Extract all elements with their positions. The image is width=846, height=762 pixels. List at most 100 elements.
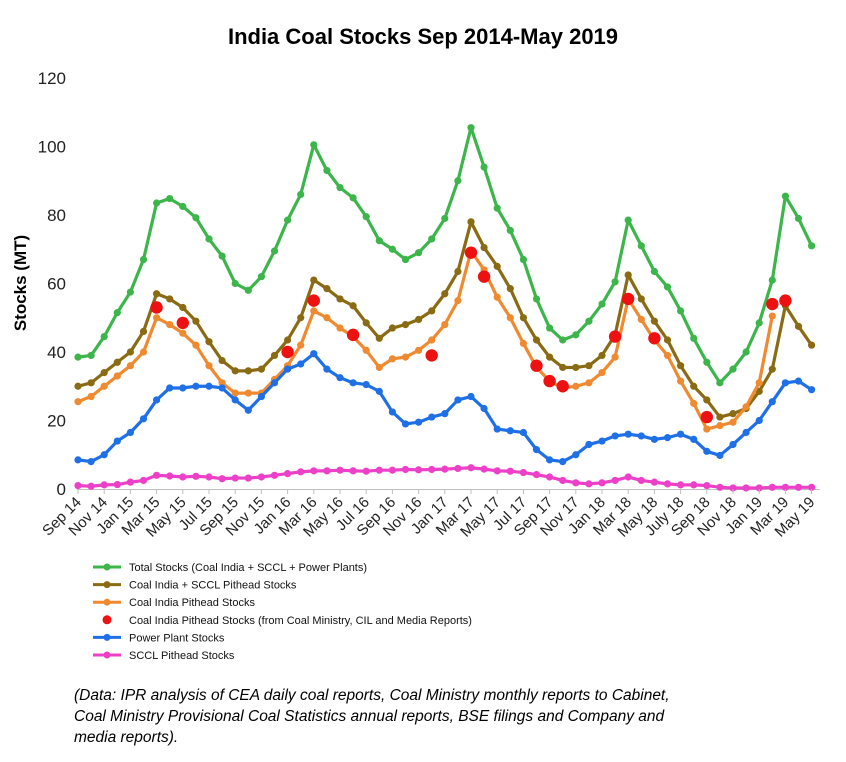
data-point — [415, 418, 423, 426]
data-point — [808, 341, 816, 349]
data-point — [139, 348, 148, 356]
data-point — [559, 476, 567, 485]
data-point — [244, 286, 252, 294]
data-point — [231, 474, 239, 482]
data-point — [179, 473, 187, 481]
data-point — [493, 293, 501, 301]
data-point — [310, 141, 318, 149]
data-point — [349, 302, 357, 310]
data-point — [585, 317, 593, 325]
data-point — [179, 329, 187, 337]
data-point — [729, 418, 737, 426]
legend-item: SCCL Pithead Stocks — [93, 650, 235, 662]
data-point — [519, 468, 528, 477]
legend-marker — [103, 651, 111, 659]
data-point — [388, 324, 396, 332]
data-point — [100, 368, 108, 377]
data-point — [690, 399, 698, 407]
data-point — [388, 466, 396, 474]
data-point — [270, 379, 279, 387]
data-point — [781, 192, 790, 200]
data-point — [192, 341, 200, 349]
data-point — [375, 334, 383, 342]
data-point — [323, 467, 331, 475]
data-point — [598, 479, 606, 487]
data-point — [415, 315, 423, 324]
legend-label: SCCL Pithead Stocks — [129, 650, 235, 662]
data-point — [100, 382, 108, 390]
data-point — [362, 346, 370, 354]
data-point — [781, 483, 790, 491]
data-point — [441, 321, 449, 329]
series-4 — [74, 350, 816, 466]
data-point — [703, 358, 711, 366]
data-point — [336, 184, 344, 192]
data-point — [716, 413, 724, 421]
data-point — [336, 374, 344, 382]
source-footnote: (Data: IPR analysis of CEA daily coal re… — [74, 685, 794, 748]
data-point — [598, 351, 606, 360]
data-point — [336, 295, 344, 303]
data-point — [794, 483, 803, 491]
data-point — [677, 377, 685, 385]
data-point — [307, 294, 320, 307]
data-point — [585, 480, 593, 488]
data-point — [556, 380, 569, 393]
y-tick-label: 20 — [47, 412, 66, 431]
data-point — [349, 194, 357, 202]
data-point — [192, 214, 200, 222]
data-point — [493, 467, 501, 475]
data-point — [690, 334, 698, 342]
data-point — [310, 467, 318, 475]
data-point — [425, 349, 438, 362]
data-point — [323, 365, 331, 373]
plot-area — [74, 124, 816, 492]
data-point — [74, 353, 82, 361]
data-point — [428, 413, 436, 421]
data-point — [598, 300, 606, 308]
data-point — [493, 262, 501, 270]
data-point — [257, 473, 265, 481]
data-point — [87, 392, 95, 401]
data-point — [768, 483, 776, 491]
data-point — [244, 406, 252, 414]
data-point — [192, 317, 200, 325]
data-point — [546, 324, 554, 332]
data-point — [126, 362, 134, 370]
data-point — [637, 315, 645, 324]
series-line — [77, 126, 814, 385]
data-point — [74, 456, 82, 464]
data-point — [637, 432, 645, 440]
data-point — [572, 451, 580, 459]
data-point — [637, 242, 645, 250]
data-point — [428, 336, 436, 344]
data-point — [755, 387, 763, 395]
data-point — [153, 199, 161, 207]
data-point — [349, 467, 357, 475]
data-point — [611, 278, 619, 286]
y-tick-label: 80 — [47, 206, 66, 225]
legend: Total Stocks (Coal India + SCCL + Power … — [93, 562, 472, 662]
data-point — [611, 476, 619, 485]
data-point — [755, 416, 763, 425]
data-point — [297, 341, 305, 349]
y-tick-label: 120 — [38, 69, 66, 88]
data-point — [742, 484, 750, 492]
legend-marker — [103, 633, 111, 641]
data-point — [506, 226, 514, 235]
data-point — [506, 285, 514, 293]
data-point — [532, 446, 541, 454]
data-point — [700, 410, 713, 424]
data-point — [166, 295, 174, 303]
data-point — [624, 271, 632, 279]
data-point — [415, 249, 423, 257]
data-point — [192, 382, 200, 390]
data-point — [598, 437, 606, 445]
data-point — [716, 422, 724, 430]
data-point — [310, 276, 318, 284]
data-point — [113, 437, 121, 445]
data-point — [87, 351, 95, 360]
data-point — [441, 410, 449, 418]
data-point — [677, 362, 685, 370]
data-point — [454, 177, 462, 185]
